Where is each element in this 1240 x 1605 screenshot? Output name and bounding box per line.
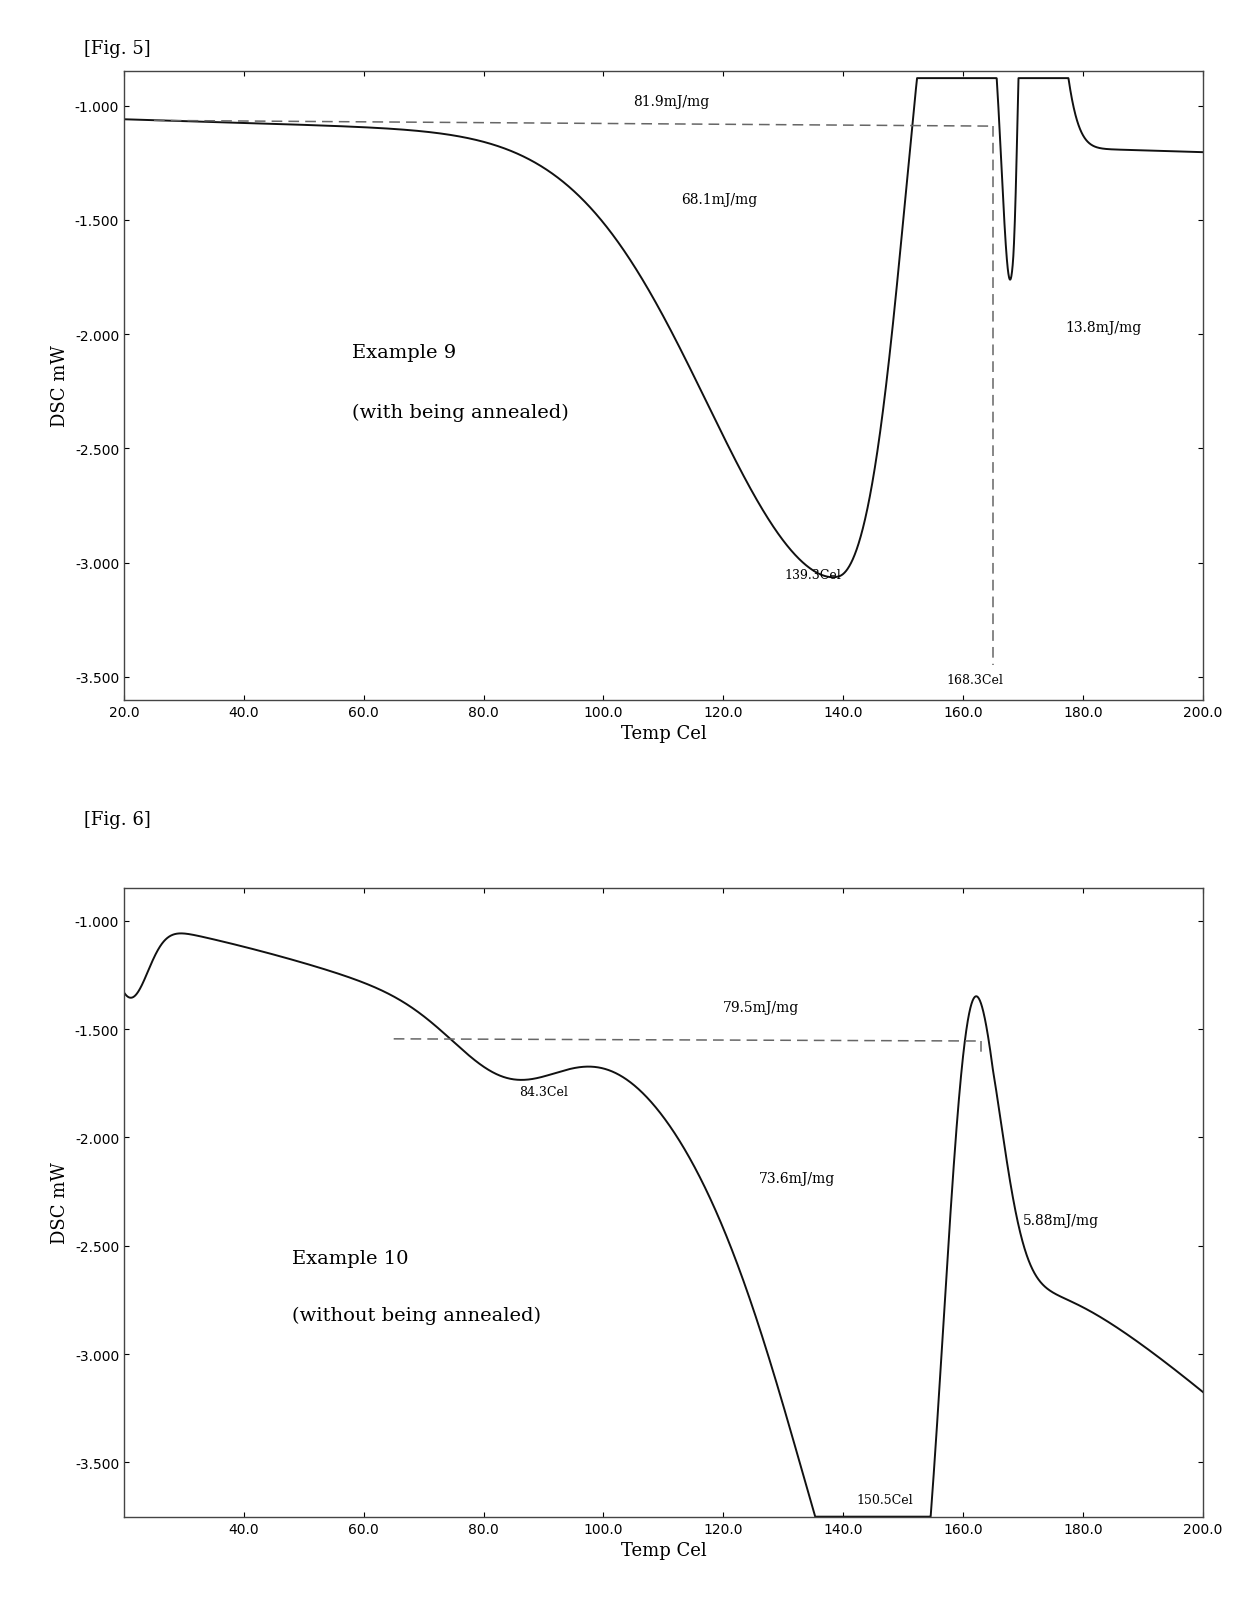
Text: 13.8mJ/mg: 13.8mJ/mg [1065,321,1141,335]
Y-axis label: DSC mW: DSC mW [51,1162,69,1244]
Text: [Fig. 5]: [Fig. 5] [84,40,151,58]
Text: 150.5Cel: 150.5Cel [857,1493,914,1505]
Y-axis label: DSC mW: DSC mW [51,345,69,427]
Text: Example 9: Example 9 [352,345,456,363]
X-axis label: Temp Cel: Temp Cel [620,725,707,743]
Text: 84.3Cel: 84.3Cel [520,1085,568,1099]
Text: 139.3Cel: 139.3Cel [785,568,842,581]
X-axis label: Temp Cel: Temp Cel [620,1541,707,1558]
Text: 168.3Cel: 168.3Cel [946,674,1003,687]
Text: (without being annealed): (without being annealed) [291,1306,541,1324]
Text: 79.5mJ/mg: 79.5mJ/mg [723,1000,800,1014]
Text: 81.9mJ/mg: 81.9mJ/mg [634,95,709,109]
Text: 5.88mJ/mg: 5.88mJ/mg [1023,1213,1099,1228]
Text: Example 10: Example 10 [291,1250,408,1268]
Text: (with being annealed): (with being annealed) [352,403,568,422]
Text: 73.6mJ/mg: 73.6mJ/mg [759,1172,836,1186]
Text: 68.1mJ/mg: 68.1mJ/mg [682,193,758,207]
Text: [Fig. 6]: [Fig. 6] [84,811,151,828]
